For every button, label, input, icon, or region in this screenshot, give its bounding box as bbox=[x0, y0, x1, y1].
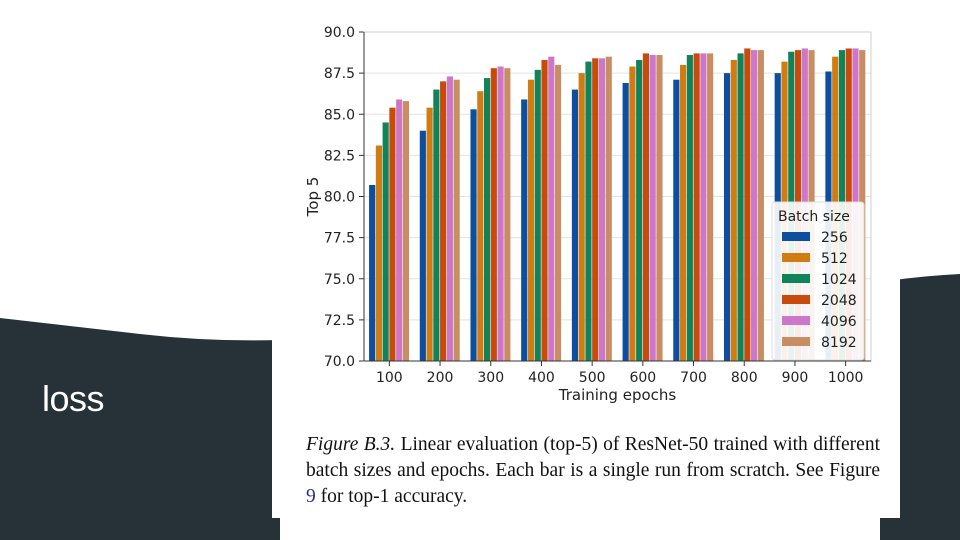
bar-4096-300 bbox=[497, 66, 504, 362]
bar-4096-200 bbox=[446, 76, 453, 361]
bar-1024-600 bbox=[636, 59, 643, 362]
legend-swatch-4096 bbox=[782, 316, 810, 325]
bar-8192-300 bbox=[504, 68, 511, 361]
bar-4096-800 bbox=[751, 50, 758, 361]
legend-swatch-2048 bbox=[782, 295, 810, 304]
bar-512-600 bbox=[629, 66, 636, 362]
bar-256-200 bbox=[419, 130, 426, 361]
caption-figure-link[interactable]: 9 bbox=[306, 486, 316, 507]
legend-swatch-1024 bbox=[782, 274, 810, 283]
caption-text: Linear evaluation (top-5) of ResNet-50 t… bbox=[306, 434, 880, 481]
slide-title: loss bbox=[42, 378, 105, 419]
bar-256-700 bbox=[673, 79, 680, 361]
y-tick-label: 82.5 bbox=[324, 148, 355, 164]
bar-1024-800 bbox=[737, 53, 744, 361]
bar-256-300 bbox=[470, 109, 477, 361]
bar-1024-700 bbox=[686, 55, 693, 361]
bar-2048-700 bbox=[693, 53, 700, 361]
bar-8192-700 bbox=[707, 53, 714, 361]
bar-2048-400 bbox=[541, 59, 548, 362]
bar-2048-100 bbox=[389, 107, 396, 361]
x-tick-label: 100 bbox=[376, 370, 403, 386]
bar-8192-400 bbox=[554, 64, 562, 362]
y-tick-label: 72.5 bbox=[324, 313, 355, 329]
y-axis-label: Top 5 bbox=[304, 177, 322, 218]
bar-512-200 bbox=[426, 107, 433, 361]
legend-label-4096: 4096 bbox=[821, 314, 857, 330]
legend-label-2048: 2048 bbox=[821, 293, 857, 309]
legend-label-8192: 8192 bbox=[821, 335, 857, 351]
caption-label: Figure B.3. bbox=[306, 434, 396, 455]
x-tick-label: 600 bbox=[629, 370, 656, 386]
bar-512-500 bbox=[578, 73, 585, 361]
legend-swatch-256 bbox=[782, 232, 810, 241]
bar-1024-100 bbox=[382, 122, 389, 361]
x-tick-label: 300 bbox=[477, 370, 504, 386]
bar-512-100 bbox=[375, 145, 382, 361]
x-tick-label: 800 bbox=[731, 370, 758, 386]
caption-text-end: for top-1 accuracy. bbox=[315, 486, 468, 507]
y-tick-label: 87.5 bbox=[324, 66, 355, 82]
y-tick-label: 80.0 bbox=[324, 190, 355, 206]
bar-512-800 bbox=[730, 59, 737, 362]
bar-1024-200 bbox=[433, 89, 440, 361]
y-tick-label: 77.5 bbox=[324, 231, 355, 247]
bar-256-400 bbox=[521, 99, 528, 361]
x-tick-label: 700 bbox=[680, 370, 707, 386]
legend-label-512: 512 bbox=[821, 251, 848, 267]
bar-8192-600 bbox=[656, 55, 663, 361]
legend-label-256: 256 bbox=[821, 230, 848, 246]
bar-4096-400 bbox=[548, 56, 555, 362]
y-tick-label: 70.0 bbox=[324, 354, 355, 370]
x-tick-label: 500 bbox=[579, 370, 606, 386]
x-tick-label: 900 bbox=[782, 370, 809, 386]
bar-chart: 70.0 72.5 75.0 77.5 80.0 82.5 85.0 87.5 90.0 100 2… bbox=[304, 25, 872, 404]
bar-4096-100 bbox=[396, 99, 403, 361]
bar-2048-300 bbox=[490, 68, 497, 361]
bar-512-300 bbox=[477, 91, 484, 361]
dark-wave-right bbox=[880, 274, 960, 540]
bar-256-800 bbox=[723, 73, 731, 361]
x-tick-label: 400 bbox=[528, 370, 555, 386]
bar-2048-600 bbox=[642, 53, 650, 361]
y-tick-label: 90.0 bbox=[324, 25, 355, 41]
bar-2048-500 bbox=[592, 58, 599, 361]
legend-label-1024: 1024 bbox=[821, 272, 857, 288]
bar-4096-600 bbox=[649, 55, 656, 361]
y-tick-label: 85.0 bbox=[324, 107, 355, 123]
bar-8192-100 bbox=[402, 101, 410, 361]
x-tick-label: 200 bbox=[427, 370, 454, 386]
bar-256-100 bbox=[369, 184, 376, 361]
figure-caption: Figure B.3. Linear evaluation (top-5) of… bbox=[306, 432, 880, 510]
bar-256-600 bbox=[622, 82, 629, 362]
bar-512-700 bbox=[680, 64, 687, 362]
x-axis-label: Training epochs bbox=[558, 386, 677, 404]
bar-1024-500 bbox=[585, 61, 592, 362]
legend-swatch-512 bbox=[782, 253, 810, 262]
bar-8192-800 bbox=[757, 50, 764, 361]
bar-2048-800 bbox=[744, 48, 751, 361]
bar-8192-500 bbox=[605, 56, 612, 362]
bar-512-400 bbox=[527, 79, 535, 361]
legend-title: Batch size bbox=[778, 209, 850, 225]
bar-1024-400 bbox=[534, 69, 541, 362]
bar-2048-200 bbox=[440, 81, 447, 361]
bar-1024-300 bbox=[483, 78, 491, 361]
x-tick-label: 1000 bbox=[828, 370, 864, 386]
bar-256-500 bbox=[571, 89, 579, 361]
y-tick-label: 75.0 bbox=[324, 272, 355, 288]
bar-4096-500 bbox=[598, 58, 606, 361]
legend-swatch-8192 bbox=[782, 337, 810, 346]
bar-8192-200 bbox=[453, 79, 460, 361]
bar-4096-700 bbox=[700, 53, 707, 361]
dark-wave-left bbox=[0, 318, 280, 540]
